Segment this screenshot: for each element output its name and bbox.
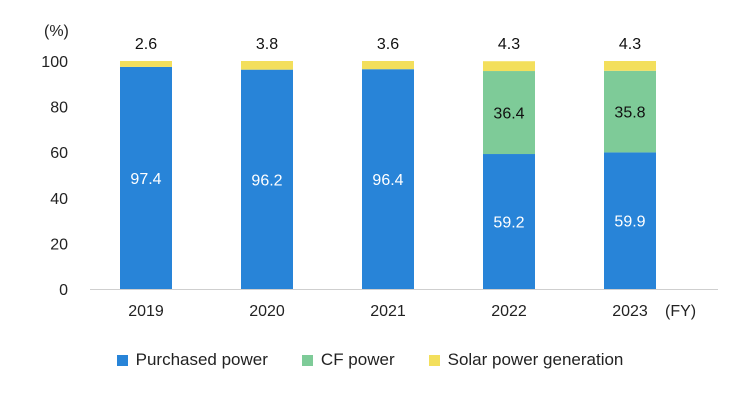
data-label: 2.6	[135, 36, 157, 53]
bar-segment	[604, 152, 656, 289]
data-label: 4.3	[619, 36, 641, 53]
y-axis-unit-label: (%)	[44, 23, 69, 40]
bars: 97.4 2.6 96.2 3.8 96.4 3.6 59.2 36.4 4.3 59.9 35.8…	[120, 36, 656, 289]
x-tick-label: 2019	[128, 303, 164, 320]
bar-segment	[241, 61, 293, 70]
bar-segment	[362, 61, 414, 70]
legend-label: Solar power generation	[447, 350, 624, 369]
legend-swatch	[428, 354, 440, 366]
y-tick-label: 100	[41, 54, 68, 71]
data-label: 35.8	[614, 105, 645, 122]
data-label: 3.6	[377, 36, 399, 53]
bar-segment	[241, 69, 293, 289]
data-label: 3.8	[256, 36, 278, 53]
x-tick-label: 2020	[249, 303, 285, 320]
bar-segment	[483, 71, 535, 155]
x-tick-label: 2021	[370, 303, 406, 320]
legend-label: Purchased power	[135, 350, 268, 369]
legend-item: Purchased power	[116, 350, 268, 370]
data-label: 97.4	[130, 171, 161, 188]
bar-segment	[483, 154, 535, 289]
data-label: 59.2	[493, 215, 524, 232]
legend-swatch	[301, 354, 313, 366]
bar-segment	[604, 61, 656, 71]
x-tick-label: 2022	[491, 303, 527, 320]
data-label: 96.4	[372, 172, 403, 189]
bar-segment	[120, 66, 172, 289]
bar-segment	[604, 70, 656, 153]
stacked-bar-chart: (%) (FY) 0 20 40 60 80 100 97.4 2.6 96.2 3.8 96.4…	[41, 23, 718, 320]
y-tick-label: 20	[50, 236, 68, 253]
y-tick-label: 60	[50, 145, 68, 162]
data-label: 59.9	[614, 214, 645, 231]
bar-segment	[483, 61, 535, 72]
y-tick-label: 80	[50, 100, 68, 117]
data-label: 4.3	[498, 36, 520, 53]
data-label: 36.4	[493, 106, 524, 123]
y-tick-label: 40	[50, 191, 68, 208]
x-axis-unit-label: (FY)	[665, 303, 696, 320]
data-label: 96.2	[251, 172, 282, 189]
bar-segment	[362, 69, 414, 289]
y-axis: 0 20 40 60 80 100	[41, 54, 68, 299]
legend-item: Solar power generation	[428, 350, 624, 370]
legend-swatch	[116, 354, 128, 366]
bar-segment	[120, 61, 172, 67]
legend-label: CF power	[320, 350, 395, 369]
legend-item: CF power	[301, 350, 395, 370]
y-tick-label: 0	[59, 282, 68, 299]
x-axis: 2019 2020 2021 2022 2023	[90, 289, 718, 320]
legend: Purchased power CF power Solar power gener…	[0, 350, 740, 370]
x-tick-label: 2023	[612, 303, 648, 320]
